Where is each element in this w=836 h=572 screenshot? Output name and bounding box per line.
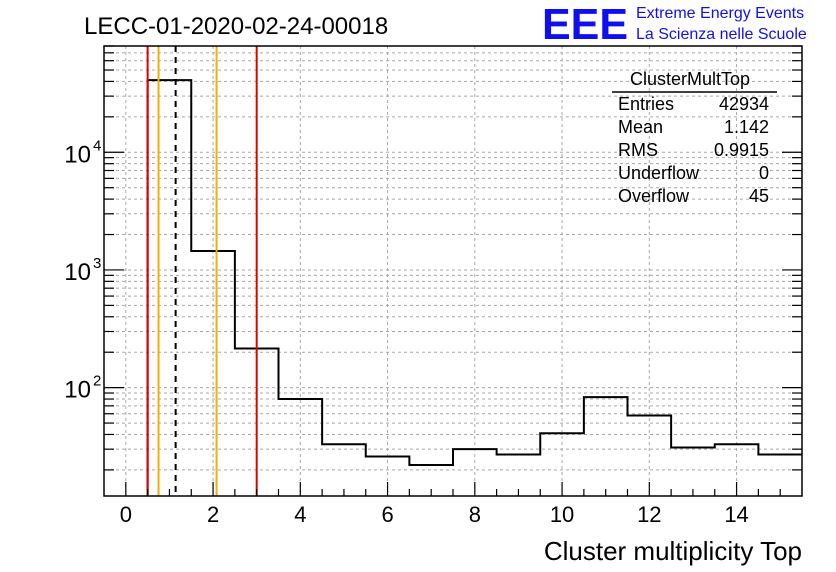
stats-entries-label: Entries — [618, 94, 674, 114]
x-tick-label: 4 — [294, 502, 306, 527]
axis-ticks — [104, 45, 802, 496]
run-title: LECC-01-2020-02-24-00018 — [84, 13, 388, 40]
stats-rms-value: 0.9915 — [714, 140, 769, 160]
stats-mean-value: 1.142 — [724, 117, 769, 137]
stats-title: ClusterMultTop — [630, 69, 750, 89]
y-tick-exponent: 2 — [93, 373, 101, 390]
stats-mean-label: Mean — [618, 117, 663, 137]
histogram-outline — [146, 79, 802, 496]
grid — [104, 45, 802, 496]
x-tick-label: 10 — [550, 502, 574, 527]
stats-overflow-value: 45 — [749, 186, 769, 206]
x-tick-label: 8 — [469, 502, 481, 527]
marker-lines — [146, 46, 258, 496]
stats-overflow-label: Overflow — [618, 186, 690, 206]
stats-underflow-value: 0 — [759, 163, 769, 183]
stats-box: ClusterMultTop Entries 42934 Mean 1.142 … — [612, 69, 777, 206]
histogram-bin — [191, 251, 235, 496]
x-tick-label: 0 — [120, 502, 132, 527]
histogram-bin — [584, 397, 628, 496]
logo-mark: EEE — [542, 0, 628, 49]
x-tick-label: 14 — [724, 502, 748, 527]
y-tick-label: 10 — [64, 259, 91, 286]
stats-rms-label: RMS — [618, 140, 658, 160]
logo-line-1: Extreme Energy Events — [636, 5, 804, 22]
logo-line-2: La Scienza nelle Scuole — [636, 26, 807, 43]
x-tick-label: 6 — [381, 502, 393, 527]
histogram-bin — [148, 80, 192, 496]
stats-underflow-label: Underflow — [618, 163, 700, 183]
y-tick-exponent: 4 — [93, 137, 101, 154]
y-tick-label: 10 — [64, 141, 91, 168]
histogram-bins — [146, 79, 802, 496]
histogram-bin — [671, 447, 715, 496]
histogram-bin — [279, 399, 323, 496]
eee-logo: EEE Extreme Energy Events La Scienza nel… — [542, 0, 807, 49]
histogram-bin — [322, 444, 366, 496]
x-axis-title: Cluster multiplicity Top — [544, 536, 802, 566]
y-tick-exponent: 3 — [93, 255, 101, 272]
stats-entries-value: 42934 — [719, 94, 769, 114]
x-tick-label: 2 — [207, 502, 219, 527]
y-tick-label: 10 — [64, 377, 91, 404]
x-tick-label: 12 — [637, 502, 661, 527]
